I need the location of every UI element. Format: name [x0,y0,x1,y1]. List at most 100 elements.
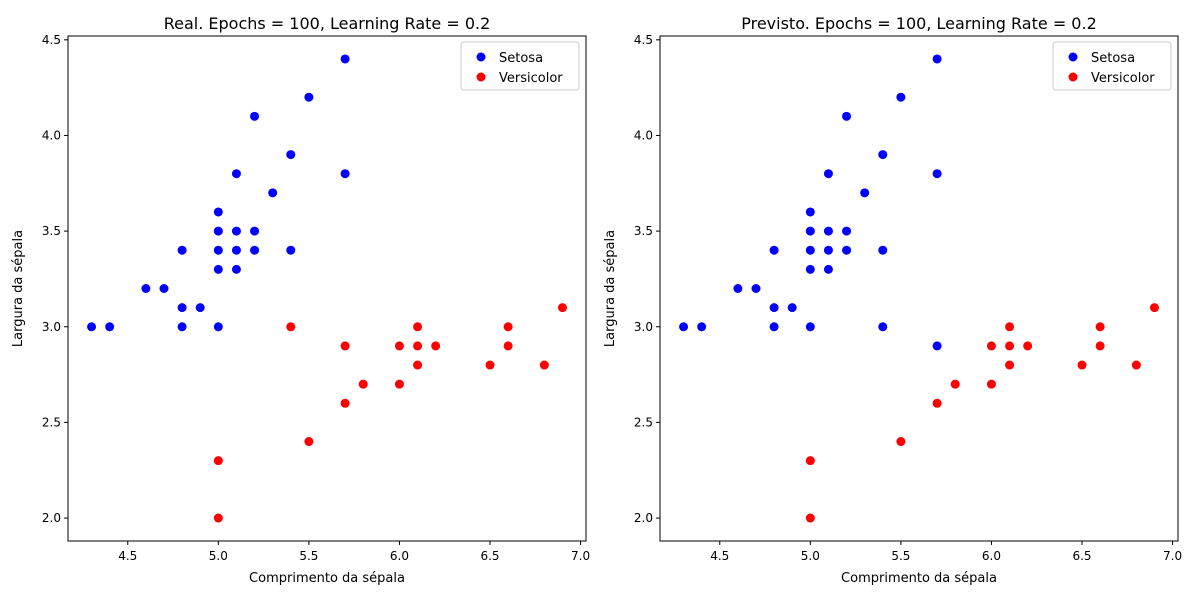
data-point [878,245,888,255]
y-tick-label: 2.5 [634,415,653,429]
data-point [733,284,743,293]
data-point [286,322,296,332]
legend-label: Versicolor [499,71,563,86]
x-tick-label: 7.0 [1163,549,1182,563]
data-point [932,169,942,179]
data-point [805,226,815,236]
data-point [394,341,404,351]
data-point [105,322,115,332]
data-point [823,245,833,255]
data-point [250,226,260,236]
data-point [340,169,350,179]
data-point [358,379,368,389]
data-point [823,169,833,179]
data-point [268,188,278,198]
data-point [1023,341,1033,351]
data-point [304,437,314,447]
data-point [177,245,187,255]
series-versicolor [213,303,567,523]
data-point [503,341,513,351]
x-tick-label: 5.0 [801,549,820,563]
data-point [177,322,187,332]
data-point [340,398,350,408]
data-point [286,150,296,160]
data-point [1077,360,1087,370]
data-point [141,284,151,293]
data-point [1131,360,1141,370]
data-point [213,245,223,255]
data-point [539,360,549,370]
data-point [413,322,423,332]
data-point [231,245,241,255]
y-tick-label: 3.0 [634,320,653,334]
data-point [679,322,689,332]
data-point [1005,360,1015,370]
legend-marker [476,72,486,82]
data-point [413,341,423,351]
legend: Setosa Versicolor [1052,41,1172,91]
data-point [286,245,296,255]
y-tick-label: 4.0 [634,128,653,142]
data-point [878,150,888,160]
data-point [1095,341,1105,351]
data-point [805,264,815,274]
axes-frame [67,35,587,542]
data-point [950,379,960,389]
data-point [394,379,404,389]
x-tick-label: 6.0 [982,549,1001,563]
data-point [860,188,870,198]
data-point [195,303,205,313]
legend-marker [476,52,486,62]
data-point [805,513,815,523]
data-point [213,207,223,217]
data-point [1005,341,1015,351]
data-point [431,341,441,351]
y-tick-label: 3.5 [42,224,61,238]
legend-label: Setosa [499,51,543,66]
data-point [485,360,495,370]
x-axis-label: Comprimento da sépala [841,571,997,586]
data-point [769,322,779,332]
legend-marker [1068,72,1078,82]
legend-label: Versicolor [1091,71,1155,86]
data-point [787,303,797,313]
y-tick-label: 3.0 [42,320,61,334]
x-tick-label: 5.5 [891,549,910,563]
data-point [896,92,906,102]
y-axis-label: Largura da sépala [11,230,26,347]
legend-box [1052,41,1172,91]
data-point [805,456,815,466]
chart-panel-1: 4.5 5.0 5.5 6.0 6.5 7.0 2.0 2.5 3.0 3.5 4.0 4.5 Real… [11,14,590,586]
data-point [177,303,187,313]
x-tick-label: 5.5 [299,549,318,563]
data-point [842,245,852,255]
data-point [1095,322,1105,332]
data-point [932,341,942,351]
chart-title: Real. Epochs = 100, Learning Rate = 0.2 [164,14,491,33]
series-setosa [87,54,350,332]
data-point [340,341,350,351]
legend: Setosa Versicolor [460,41,580,91]
legend-label: Setosa [1091,51,1135,66]
data-point [769,245,779,255]
data-point [1149,303,1159,313]
axes-frame [659,35,1179,542]
data-point [250,111,260,121]
x-tick-label: 6.0 [390,549,409,563]
data-point [1005,322,1015,332]
legend-box [460,41,580,91]
y-tick-label: 2.0 [42,511,61,525]
y-tick-label: 3.5 [634,224,653,238]
data-point [823,226,833,236]
y-tick-label: 4.5 [634,33,653,47]
x-tick-label: 4.5 [118,549,137,563]
data-point [878,322,888,332]
x-tick-label: 4.5 [710,549,729,563]
data-point [231,169,241,179]
series-versicolor [805,303,1159,523]
data-point [842,111,852,121]
data-point [213,264,223,274]
x-tick-label: 6.5 [1072,549,1091,563]
y-tick-label: 2.0 [634,511,653,525]
